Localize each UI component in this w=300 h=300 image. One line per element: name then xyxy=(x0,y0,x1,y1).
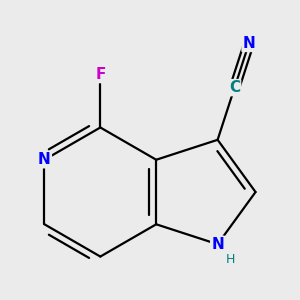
Text: N: N xyxy=(243,36,255,51)
Text: N: N xyxy=(211,237,224,252)
Text: N: N xyxy=(38,152,51,167)
Text: C: C xyxy=(229,80,240,95)
Text: H: H xyxy=(225,253,235,266)
Text: F: F xyxy=(95,67,106,82)
